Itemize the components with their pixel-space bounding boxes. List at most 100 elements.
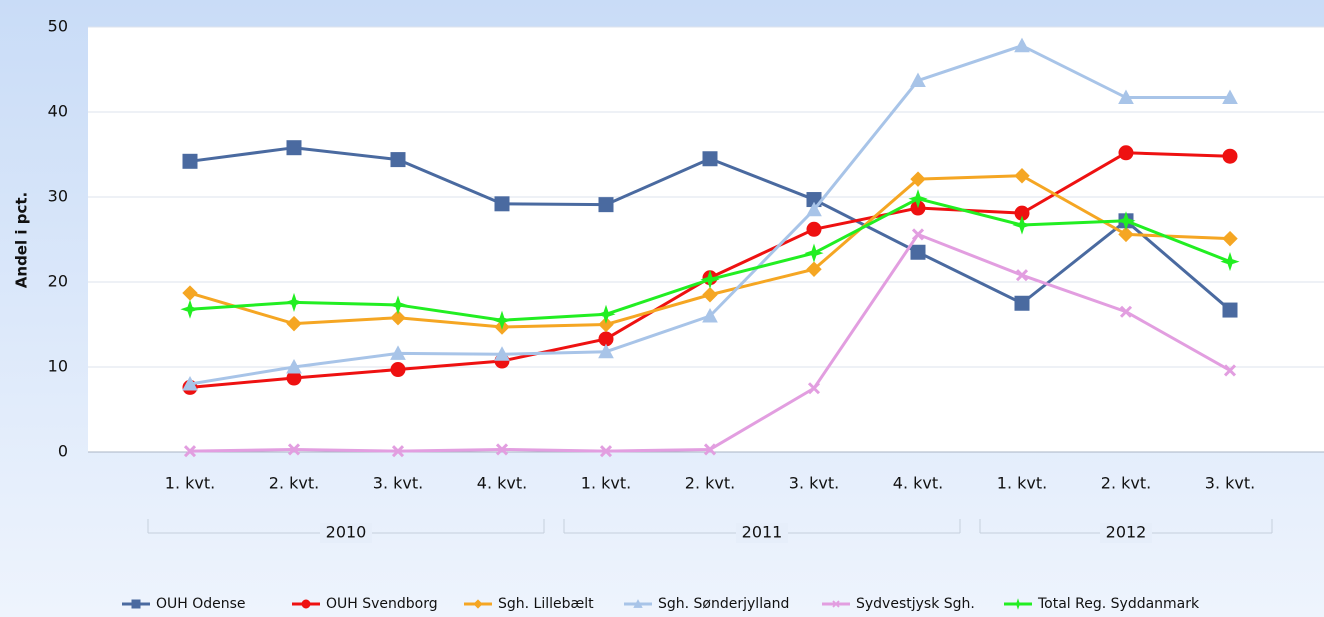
marker [910,244,926,260]
x-tick-label: 4. kvt. [477,474,527,493]
plot-area [88,27,1324,452]
marker [1015,269,1029,282]
marker [495,443,509,456]
legend-label: Sydvestjysk Sgh. [856,596,975,612]
y-tick-label: 50 [48,17,68,36]
marker [1116,211,1136,231]
series [180,189,1240,330]
legend-label: OUH Svendborg [326,596,438,612]
y-axis-label: Andel i pct. [13,192,31,288]
marker [806,221,822,237]
marker [287,443,301,456]
legend-label: Sgh. Lillebælt [498,596,594,612]
marker [1222,148,1238,164]
marker [390,309,406,326]
marker [301,599,311,609]
marker [1118,89,1134,105]
marker [183,445,197,458]
marker [182,375,198,391]
legend-label: Sgh. Sønderjylland [658,596,789,612]
marker [911,228,925,241]
legend-item: Sgh. Sønderjylland [624,596,789,612]
marker [598,343,614,359]
marker [806,261,822,277]
marker [391,445,405,458]
group-label-bg [1100,523,1152,543]
marker [1014,37,1030,53]
marker [804,243,824,263]
group-label: 2011 [742,523,783,542]
marker [702,151,718,167]
marker [806,201,822,217]
marker [703,443,717,456]
y-tick-label: 0 [58,442,68,461]
legend-item: OUH Svendborg [292,596,438,612]
marker [1012,215,1032,235]
y-tick-label: 40 [48,102,68,121]
marker [494,346,510,361]
marker [910,171,926,187]
marker [286,358,302,374]
marker [599,445,613,458]
marker [1220,252,1240,272]
marker [131,599,141,609]
x-tick-label: 1. kvt. [165,474,215,493]
marker [596,304,616,324]
marker [286,315,302,332]
marker [390,362,406,378]
marker [1222,302,1238,318]
marker [1222,230,1238,247]
x-tick-label: 3. kvt. [789,474,839,493]
legend-item: Sgh. Lillebælt [464,596,594,612]
marker [390,345,406,360]
x-tick-label: 1. kvt. [581,474,631,493]
group-label-bg [736,523,788,543]
marker [494,196,510,212]
x-tick-label: 2. kvt. [1101,474,1151,493]
group-label: 2010 [326,523,367,542]
marker [284,292,304,312]
group-label-bg [320,523,372,543]
y-tick-label: 10 [48,357,68,376]
marker [388,295,408,315]
x-tick-label: 3. kvt. [373,474,423,493]
legend-label: OUH Odense [156,596,246,612]
marker [1014,168,1030,184]
marker [700,269,720,290]
x-tick-label: 4. kvt. [893,474,943,493]
marker [1222,89,1238,105]
y-tick-label: 30 [48,187,68,206]
x-tick-label: 2. kvt. [269,474,319,493]
x-tick-label: 3. kvt. [1205,474,1255,493]
marker [702,287,718,303]
marker [633,599,643,608]
group-label: 2012 [1106,523,1147,542]
marker [910,72,926,88]
series [182,37,1238,391]
marker [1014,295,1030,311]
marker [1012,598,1024,610]
marker [1118,145,1134,161]
series [182,168,1238,335]
marker [598,197,614,213]
series [183,228,1237,458]
marker [807,382,821,395]
series [182,140,1238,318]
y-tick-label: 20 [48,272,68,291]
marker [1119,305,1133,318]
marker [492,310,512,330]
x-tick-label: 2. kvt. [685,474,735,493]
legend-item: Total Reg. Syddanmark [1004,596,1200,612]
marker [473,599,483,609]
marker [908,189,928,209]
marker [702,307,718,323]
marker [286,140,302,156]
marker [180,299,200,319]
legend-item: OUH Odense [122,596,246,612]
marker [1118,226,1134,243]
x-tick-label: 1. kvt. [997,474,1047,493]
marker [1223,364,1237,377]
legend-item: Sydvestjysk Sgh. [822,596,975,612]
legend-label: Total Reg. Syddanmark [1037,596,1200,612]
